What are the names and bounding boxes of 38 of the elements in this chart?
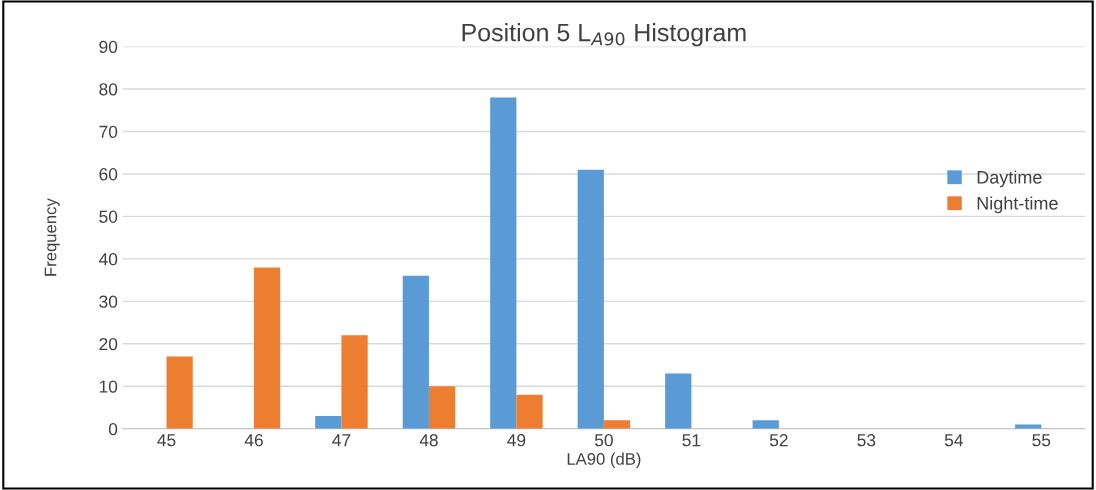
bar (428, 386, 456, 429)
bar (490, 97, 517, 429)
y-tick-label: 60 (99, 168, 118, 181)
y-tick-label: 80 (99, 83, 118, 96)
x-tick-label: 54 (944, 434, 963, 447)
legend-label: Night-time (977, 196, 1058, 214)
y-tick-label: 10 (99, 380, 118, 393)
y-axis-title: Frequency (44, 198, 60, 276)
y-tick-label: 50 (99, 210, 118, 223)
y-tick-label: 20 (99, 337, 118, 351)
bar (665, 373, 692, 429)
x-tick-label: 50 (594, 434, 613, 447)
y-tick-label: 70 (99, 125, 118, 138)
chart-title: Position 5 L$_{A90}$ Histogram (462, 23, 746, 47)
bar (166, 356, 193, 429)
bar (752, 420, 779, 429)
y-tick-label: 30 (99, 295, 118, 308)
x-tick-label: 46 (244, 434, 263, 447)
bar (402, 275, 429, 429)
x-tick-label: 49 (507, 434, 526, 447)
x-tick-label: 51 (682, 434, 701, 447)
y-tick-label: 90 (99, 40, 118, 54)
bar (253, 267, 281, 429)
bar (516, 394, 543, 429)
y-tick-label: 0 (108, 422, 118, 436)
legend-label: Daytime (977, 170, 1042, 188)
x-tick-label: 53 (857, 434, 876, 447)
bar (603, 420, 631, 429)
y-tick-label: 40 (98, 253, 118, 266)
x-tick-label: 55 (1032, 434, 1051, 447)
bar (341, 335, 368, 429)
x-tick-label: 45 (157, 434, 176, 447)
x-tick-label: 47 (332, 434, 351, 447)
x-tick-label: 48 (419, 434, 438, 447)
bar (577, 169, 604, 429)
x-tick-label: 52 (769, 434, 788, 447)
bar (315, 416, 342, 429)
x-axis-title: LA90 (dB) (567, 452, 641, 469)
